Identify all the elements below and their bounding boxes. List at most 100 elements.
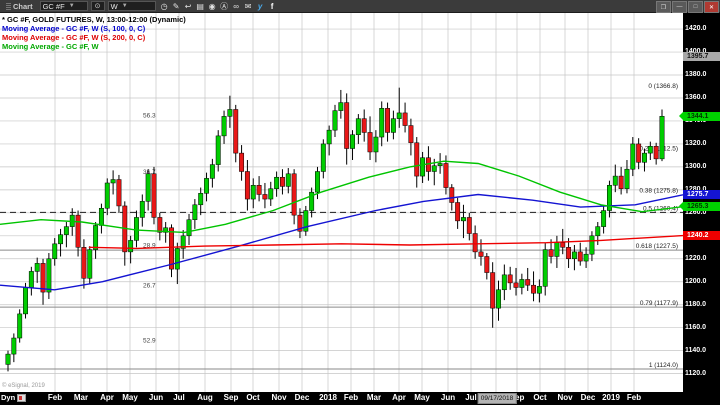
time-axis[interactable]: Dyn Feb Mar Apr May Jun Jul Aug Sep Oct Nov Dec 201… [0,392,720,405]
symbol-select[interactable]: GC #F ▼ [39,1,88,11]
price-axis-label: 1400.0 [685,48,706,55]
tab-chart[interactable]: Chart [2,2,37,11]
candle-body [647,145,653,154]
candle-body [513,282,519,288]
chart-toolbar: Chart GC #F ▼ ⊙ W ▼ ◷ ✎ ↩ ▤ ◉ Ⓐ ∞ ✉ y f ❐ — □ ✕ [0,0,720,13]
candle-body [303,210,309,232]
candle-body [402,112,408,126]
candle-body [98,207,104,226]
window-controls: ❐ — □ ✕ [656,1,719,13]
ma-green-tag: 1265.3 [679,202,720,212]
candle-body [215,135,221,165]
close-button[interactable]: ✕ [704,1,719,13]
candle-body [169,227,174,270]
price-axis-label: 1380.0 [685,71,707,79]
candle-body [186,219,192,237]
time-axis-label: Aug [197,393,213,402]
candle-body [262,194,268,200]
search-icon: ⊙ [94,3,101,10]
candle-body [28,271,34,288]
time-axis-label: 2019 [602,393,620,402]
candle-body [128,240,134,253]
time-axis-label: Sep [509,393,525,402]
legend-line-3: Moving Average - GC #F, W [2,42,99,51]
candle-body [285,173,291,187]
candle-body [163,227,169,233]
twitter-icon[interactable]: y [257,1,263,11]
candle-body [554,242,560,257]
tab-chart-label: Chart [13,1,33,11]
candle-body [355,118,361,135]
candle-body [40,263,46,293]
tag-arrow-icon [679,111,683,120]
candle-body [461,217,466,222]
candle-body [87,249,93,279]
chevron-down-icon: ▼ [121,2,128,9]
facebook-icon[interactable]: f [270,1,274,11]
time-axis-label: Jun [440,393,456,402]
time-axis-label: Mar [366,393,382,402]
candle-body [531,284,536,294]
candle-body [420,157,426,177]
interval-select[interactable]: W ▼ [107,1,156,11]
link-icon[interactable]: ∞ [233,1,239,11]
time-axis-label: Oct [533,393,547,402]
candle-body [431,165,437,172]
candle-body [23,287,28,315]
cursor-price-tag: 1395.7 [683,52,720,62]
play-circle-icon[interactable]: ◉ [208,1,216,11]
candle-body [566,247,572,260]
legend-line-2: Moving Average - GC #F, W (S, 200, 0, C) [2,33,146,42]
time-axis-label: May [122,393,138,402]
candle-body [274,176,280,189]
ma100-tag: 1275.7 [683,190,720,200]
candle-body [180,235,186,249]
price-axis[interactable]: 1120.0 1140.0 1160.0 1180.0 1200.0 1220.0 1240… [679,13,720,392]
maximize-button[interactable]: □ [688,1,703,13]
minimize-button[interactable]: — [672,1,687,13]
fib-label: 0.79 (1177.9) [640,300,678,307]
candle-body [577,251,583,262]
pencil-icon[interactable]: ✎ [172,1,180,11]
undo-icon[interactable]: ↩ [184,1,192,11]
price-axis-label: 1300.0 [685,162,707,170]
candle-body [466,217,472,234]
dyn-mode-button[interactable]: Dyn [1,393,27,402]
candle-body [104,182,110,209]
candle-body [414,142,420,177]
candle-body [332,110,338,131]
candle-body [583,253,589,262]
candle-body [17,313,23,339]
candle-body [496,289,501,309]
message-icon[interactable]: ✉ [244,1,252,11]
alarm-icon[interactable]: Ⓐ [220,1,229,11]
time-axis-label: Dec [580,393,596,402]
time-axis-label: Mar [73,393,89,402]
grip-icon [6,2,11,10]
candle-body [449,187,455,203]
candle-body [606,185,612,211]
annotation-label: 36.7 [143,169,156,176]
fib-label: 0 (1366.8) [648,83,678,90]
candle-body [192,204,198,220]
candle-body [589,235,595,255]
restore-button[interactable]: ❐ [656,1,671,13]
tag-arrow-icon [679,202,683,211]
time-axis-label: Jul [173,393,185,402]
candle-body [338,102,344,111]
candle-body [501,274,507,291]
candle-body [233,109,239,154]
symbol-value: GC #F [42,1,65,11]
symbol-search-button[interactable]: ⊙ [90,1,105,11]
news-panel-icon[interactable]: ▤ [196,1,204,11]
clock-icon[interactable]: ◷ [160,1,168,11]
candle-body [525,279,531,286]
price-axis-label: 1220.0 [685,254,707,262]
time-axis-label: Feb [47,393,63,402]
price-chart-plot[interactable]: 0 (1366.8)0.23 (1312.5)0.38 (1275.8)0.5 … [0,13,683,392]
price-axis-label: 1320.0 [685,139,707,147]
candle-body [221,116,227,137]
candle-body [134,217,139,241]
time-axis-label: Dec [294,393,310,402]
